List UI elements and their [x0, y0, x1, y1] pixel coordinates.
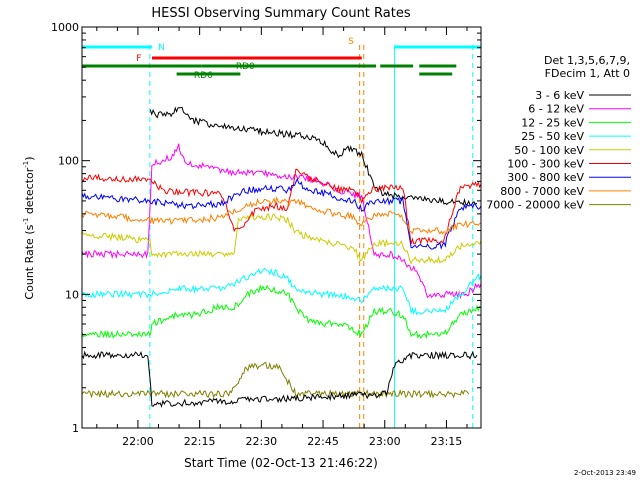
x-tick-label-5: 23:15 [431, 435, 463, 448]
legend-label-0: 3 - 6 keV [535, 89, 584, 102]
series-line-8 [81, 361, 470, 399]
y-axis-label-sup-2: -1 [22, 161, 30, 168]
x-tick-label-1: 22:15 [184, 435, 216, 448]
x-tick-label-2: 22:30 [245, 435, 277, 448]
x-axis-label: Start Time (02-Oct-13 21:46:22) [184, 456, 378, 470]
plot-area: N F RD0 RD6 S [81, 37, 482, 428]
axes: 1 10 100 1000 22:00 22:15 22:30 22:45 23:00 23:15 [51, 21, 481, 448]
series-line-6 [81, 177, 482, 250]
footer-timestamp: 2-Oct-2013 23:49 [574, 469, 636, 477]
chart-title: HESSI Observing Summary Count Rates [151, 6, 410, 21]
legend-header-1: FDecim 1, Att 0 [545, 67, 630, 80]
y-tick-label-2: 100 [58, 155, 79, 168]
legend: Det 1,3,5,6,7,9,FDecim 1, Att 0 3 - 6 keV… [486, 54, 631, 212]
flag-label-s: S [348, 37, 354, 47]
legend-label-5: 100 - 300 keV [507, 158, 584, 171]
series-line-9 [81, 350, 478, 409]
x-tick-label-4: 23:00 [369, 435, 401, 448]
series-line-7 [81, 195, 482, 235]
flag-label-rd6: RD6 [194, 71, 213, 81]
legend-label-2: 12 - 25 keV [521, 116, 584, 129]
y-tick-label-1: 10 [65, 288, 79, 301]
flag-label-n: N [158, 43, 165, 53]
y-axis-label-base: Count Rate (s [23, 224, 36, 299]
y-axis-label: Count Rate (s-1 detector-1) [22, 156, 36, 299]
y-axis-label-sup-1: -1 [22, 218, 30, 225]
series-line-2 [81, 283, 482, 340]
legend-label-7: 800 - 7000 keV [500, 185, 584, 198]
legend-label-6: 300 - 800 keV [507, 171, 584, 184]
y-tick-label-0: 1 [72, 422, 79, 435]
y-axis-label-end: ) [23, 156, 36, 160]
y-axis-label-mid: detector [23, 167, 36, 217]
legend-label-1: 6 - 12 keV [528, 103, 584, 116]
series-line-1 [81, 143, 482, 300]
y-tick-label-3: 1000 [51, 21, 79, 34]
series-line-5 [81, 168, 482, 246]
series-line-0 [149, 106, 478, 206]
x-tick-label-0: 22:00 [122, 435, 154, 448]
series-line-4 [81, 213, 482, 265]
series-line-3 [81, 267, 482, 316]
flag-label-rd0: RD0 [236, 62, 255, 72]
legend-label-4: 50 - 100 keV [514, 144, 584, 157]
legend-label-8: 7000 - 20000 keV [486, 199, 584, 212]
legend-label-3: 25 - 50 keV [521, 130, 584, 143]
x-tick-label-3: 22:45 [307, 435, 339, 448]
legend-header-0: Det 1,3,5,6,7,9, [544, 54, 630, 67]
flag-label-f: F [136, 54, 141, 64]
